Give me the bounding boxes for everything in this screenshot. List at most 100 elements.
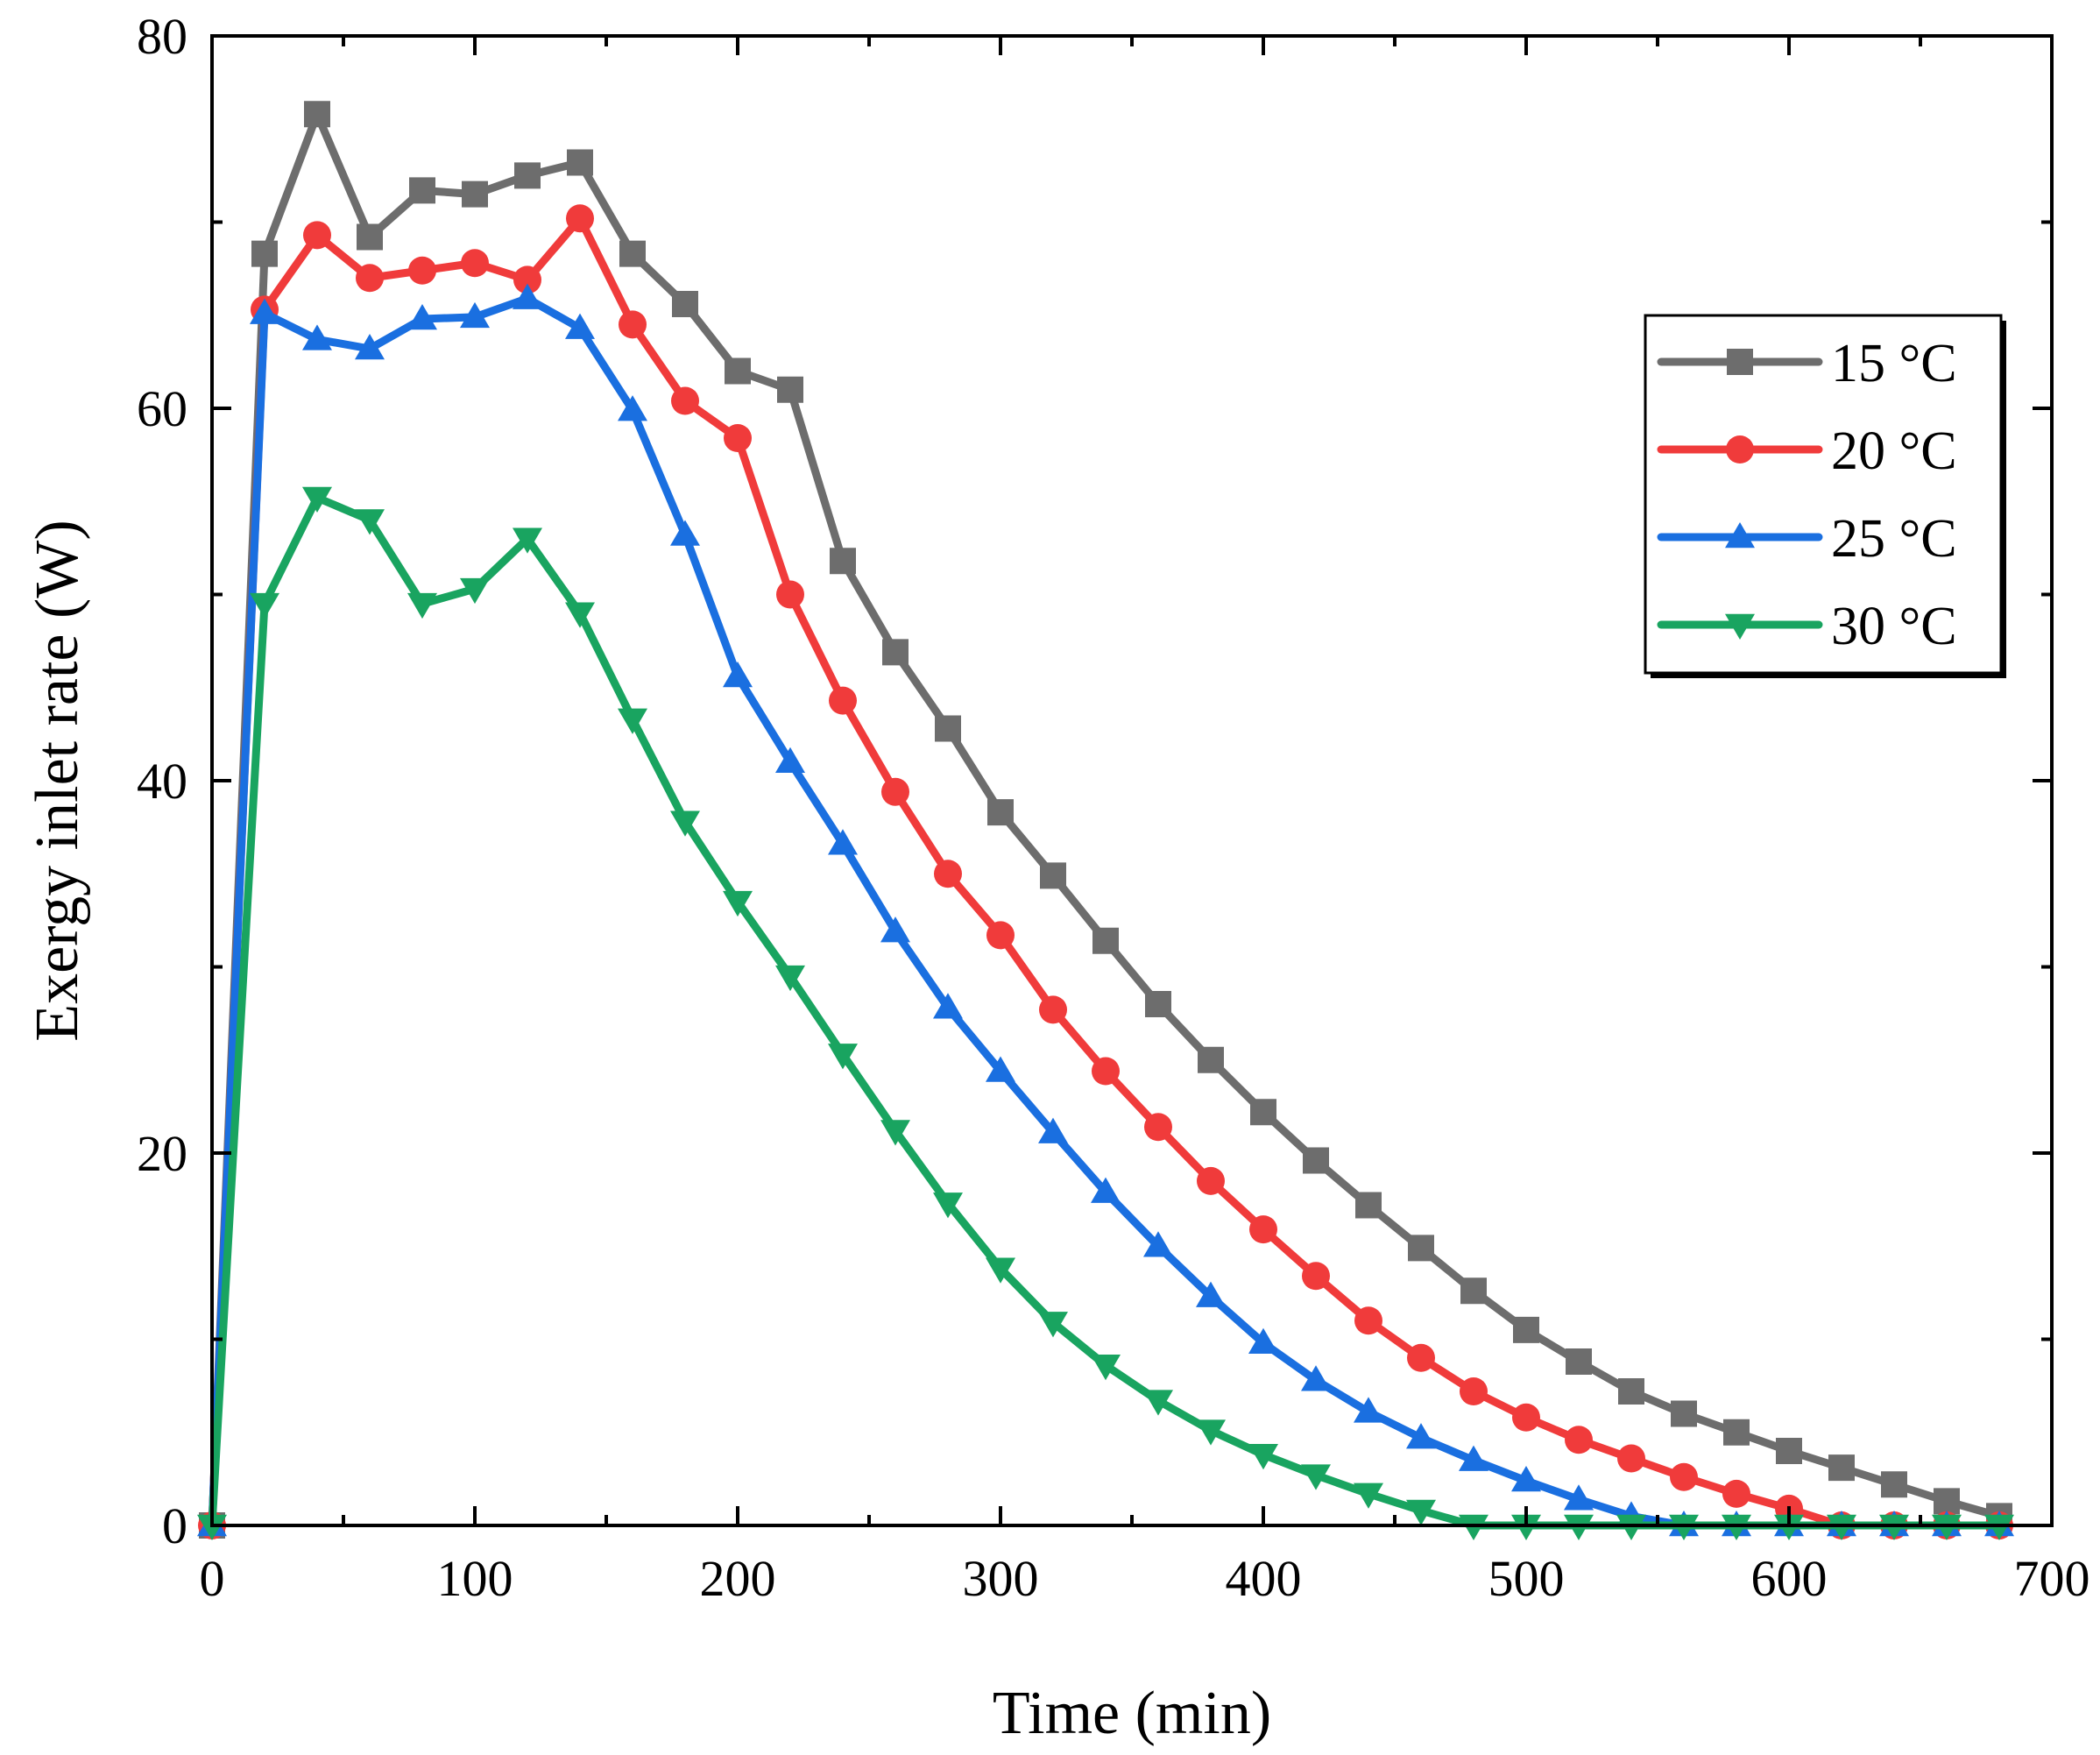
data-point [723,662,753,688]
data-point [1302,1262,1330,1291]
data-point [251,240,278,267]
data-point [304,101,330,128]
data-point [934,860,962,888]
data-point [828,1044,858,1070]
y-tick-label: 0 [162,1497,187,1554]
legend-marker [1727,349,1753,375]
legend-label: 20 °C [1831,421,1957,481]
data-point [723,890,753,917]
data-point [618,708,647,734]
data-point [776,580,804,609]
legend-marker [1725,522,1755,548]
data-point [302,324,332,350]
data-point [1932,1514,1962,1540]
data-point [1722,1514,1751,1540]
data-point [409,177,435,204]
data-point [1040,862,1066,889]
data-point [407,592,437,619]
data-point [986,921,1015,950]
data-point [1249,1215,1277,1244]
legend-label: 25 °C [1831,509,1957,569]
data-point [513,283,542,309]
data-point [197,1514,227,1540]
data-point [986,1257,1015,1284]
data-point [1144,1113,1172,1142]
data-point [1617,1444,1645,1473]
data-point [303,221,331,250]
legend-marker [1726,435,1754,464]
x-axis-title: Time (min) [993,1680,1271,1747]
data-point [618,395,647,421]
legend-marker [1725,613,1755,640]
data-point [1198,1046,1224,1073]
data-point [987,799,1014,826]
data-point [1354,1306,1382,1335]
data-point [356,264,384,293]
data-point [1091,1177,1121,1203]
data-point [302,486,332,513]
data-point [1513,1316,1539,1343]
data-point [670,520,700,546]
data-point [357,223,383,251]
data-point [1828,1454,1855,1482]
data-point [1408,1235,1434,1262]
data-point [881,777,909,806]
data-point [1354,1483,1383,1509]
data-point [1145,991,1171,1017]
data-point [1301,1365,1331,1391]
x-tick-label: 200 [700,1550,776,1607]
data-point [1250,1099,1276,1126]
data-point [355,509,385,535]
x-tick-label: 100 [437,1550,513,1607]
data-point [1564,1514,1594,1540]
data-point [725,357,751,385]
data-point [1092,927,1119,954]
data-point [1566,1348,1592,1375]
data-point [775,747,805,773]
data-point [1827,1514,1856,1540]
data-point [461,249,489,278]
data-point [565,313,595,339]
data-point [986,1056,1015,1082]
data-point [408,256,436,285]
data-point [1197,1166,1225,1195]
data-point [514,162,541,189]
legend: 15 °C 20 °C 25 °C 30 °C [1644,314,2006,678]
data-point [1301,1464,1331,1490]
x-tick-label: 300 [963,1550,1039,1607]
data-point [1511,1466,1541,1492]
y-axis-title: Exergy inlet rate (W) [24,520,91,1041]
data-point [1722,1479,1750,1508]
data-point [1670,1462,1698,1491]
legend-label: 15 °C [1831,334,1957,393]
x-tick-label: 0 [200,1550,225,1607]
data-point [1038,1117,1068,1143]
data-point [1618,1378,1644,1405]
data-point [1459,1445,1488,1471]
data-point [1565,1426,1593,1454]
legend-box [1644,314,2003,675]
data-point [1511,1514,1541,1540]
data-point [1196,1419,1226,1446]
data-point [1143,1390,1173,1416]
data-point [462,180,488,208]
data-point [1934,1488,1960,1515]
series-2 [198,204,2013,1539]
data-point [933,993,963,1019]
series-1 [199,101,2012,1539]
data-point [1354,1397,1383,1423]
data-point [829,686,857,715]
data-point [250,592,279,619]
data-point [567,149,593,176]
data-point [672,291,698,317]
data-point [1459,1514,1488,1540]
data-point [619,310,647,339]
data-point [777,376,803,403]
data-point [1303,1147,1329,1174]
y-tick-label: 40 [137,753,187,810]
data-point [670,810,700,837]
y-tick-label: 60 [137,380,187,437]
data-point [513,527,542,554]
data-point [1406,1499,1436,1525]
